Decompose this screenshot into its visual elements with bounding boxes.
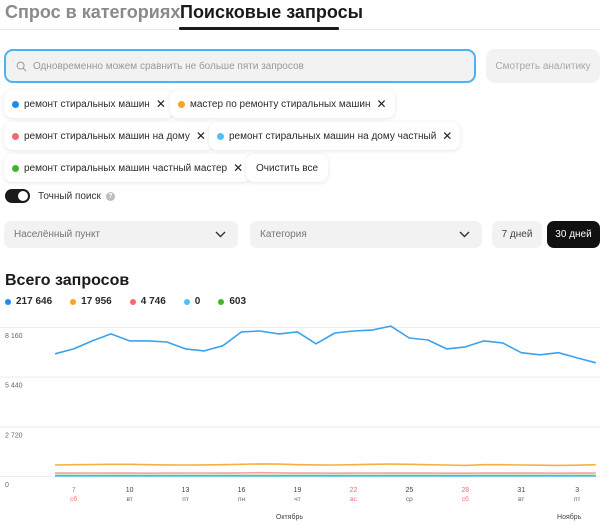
search-icon — [16, 61, 27, 71]
color-dot — [12, 100, 19, 108]
y-tick-label: 2 720 — [5, 432, 23, 439]
series-line — [55, 471, 596, 474]
chevron-down-icon — [459, 231, 470, 238]
legend-total: 4 746 — [140, 296, 166, 307]
color-dot — [218, 298, 225, 305]
color-dot — [70, 298, 77, 305]
x-tick-day: 19 — [294, 487, 302, 494]
query-chip: ремонт стиральных машин ✕ — [4, 90, 174, 118]
search-input[interactable] — [33, 60, 453, 72]
x-tick-weekday: пн — [238, 496, 246, 503]
close-icon[interactable]: ✕ — [442, 129, 453, 143]
toggle-knob — [18, 191, 28, 201]
chevron-down-icon — [215, 231, 226, 238]
series-line — [54, 463, 596, 467]
color-dot — [129, 298, 136, 305]
x-tick-weekday: сб — [462, 495, 469, 503]
active-tab-indicator — [179, 27, 339, 30]
legend-item[interactable]: 0 — [183, 296, 201, 307]
x-tick-day: 16 — [238, 487, 246, 494]
chip-label: мастер по ремонту стиральных машин — [190, 98, 371, 110]
x-month-label: Октябрь — [276, 513, 303, 521]
city-select-placeholder: Населённый пункт — [14, 229, 101, 240]
x-tick-day: 28 — [461, 487, 469, 494]
x-tick-weekday: вс — [350, 496, 357, 503]
x-tick-day: 31 — [517, 487, 525, 494]
category-select[interactable]: Категория — [250, 221, 482, 248]
close-icon[interactable]: ✕ — [376, 97, 387, 111]
tab-search-queries[interactable]: Поисковые запросы — [180, 2, 363, 22]
help-icon[interactable]: ? — [105, 191, 115, 201]
chip-label: ремонт стиральных машин на дому — [24, 130, 190, 142]
color-dot — [12, 164, 19, 172]
x-tick-weekday: ср — [406, 496, 413, 503]
tabs-bar: Спрос в категориях Поисковые запросы — [0, 0, 600, 30]
x-tick-weekday: вт — [126, 496, 132, 503]
view-analytics-button[interactable]: Смотреть аналитику — [486, 49, 600, 83]
legend-total: 603 — [229, 296, 247, 307]
category-select-placeholder: Категория — [260, 229, 307, 240]
legend-total: 17 956 — [81, 296, 112, 307]
legend-total: 0 — [194, 296, 201, 307]
query-chip: ремонт стиральных машин на дому частный … — [209, 122, 461, 150]
color-dot — [5, 298, 11, 305]
period-7-days-button[interactable]: 7 дней — [492, 221, 542, 248]
x-tick-day: 10 — [126, 487, 134, 494]
color-dot — [178, 100, 185, 108]
chart-legend: 217 646 17 956 4 746 0 603 — [5, 296, 264, 307]
color-dot — [183, 298, 190, 305]
query-chip: ремонт стиральных машин на дому ✕ — [4, 122, 214, 150]
search-field[interactable] — [4, 49, 476, 83]
x-tick-weekday: вт — [518, 496, 524, 503]
x-tick-day: 13 — [182, 487, 190, 494]
x-tick-day: 25 — [405, 487, 413, 494]
color-dot — [12, 132, 19, 140]
legend-total: 217 646 — [16, 296, 53, 307]
y-tick-label: 0 — [5, 482, 9, 489]
close-icon[interactable]: ✕ — [195, 129, 206, 143]
x-tick-day: 7 — [72, 487, 76, 494]
x-tick-weekday: чт — [294, 496, 300, 503]
query-chip: ремонт стиральных машин частный мастер ✕ — [4, 154, 252, 182]
exact-search-label: Точный поиск — [38, 190, 101, 202]
x-tick-weekday: пт — [182, 496, 189, 503]
chip-label: ремонт стиральных машин частный мастер — [24, 162, 228, 174]
city-select[interactable]: Населённый пункт — [4, 221, 238, 248]
legend-item[interactable]: 17 956 — [70, 296, 112, 307]
chip-label: ремонт стиральных машин на дому частный — [229, 130, 437, 142]
legend-item[interactable]: 217 646 — [5, 296, 52, 307]
x-tick-day: 22 — [350, 487, 358, 494]
clear-all-button[interactable]: Очистить все — [246, 154, 329, 182]
query-chip: мастер по ремонту стиральных машин ✕ — [170, 90, 395, 118]
y-tick-label: 5 440 — [5, 383, 23, 390]
x-month-label: Ноябрь — [557, 513, 582, 521]
exact-search-toggle[interactable] — [5, 189, 30, 203]
color-dot — [217, 132, 224, 140]
close-icon[interactable]: ✕ — [233, 161, 244, 175]
y-tick-label: 8 160 — [5, 333, 23, 340]
chart-title: Всего запросов — [5, 272, 130, 289]
x-tick-day: 3 — [575, 487, 579, 494]
series-line — [54, 325, 597, 364]
close-icon[interactable]: ✕ — [155, 97, 166, 111]
x-tick-weekday: пт — [574, 496, 581, 503]
exact-search-row: Точный поиск ? — [5, 189, 115, 203]
tab-category-demand[interactable]: Спрос в категориях — [5, 2, 181, 22]
x-tick-weekday: сб — [70, 495, 77, 503]
chip-label: ремонт стиральных машин — [24, 98, 150, 110]
period-30-days-button[interactable]: 30 дней — [547, 221, 600, 248]
legend-item[interactable]: 603 — [218, 296, 246, 307]
legend-item[interactable]: 4 746 — [129, 296, 166, 307]
